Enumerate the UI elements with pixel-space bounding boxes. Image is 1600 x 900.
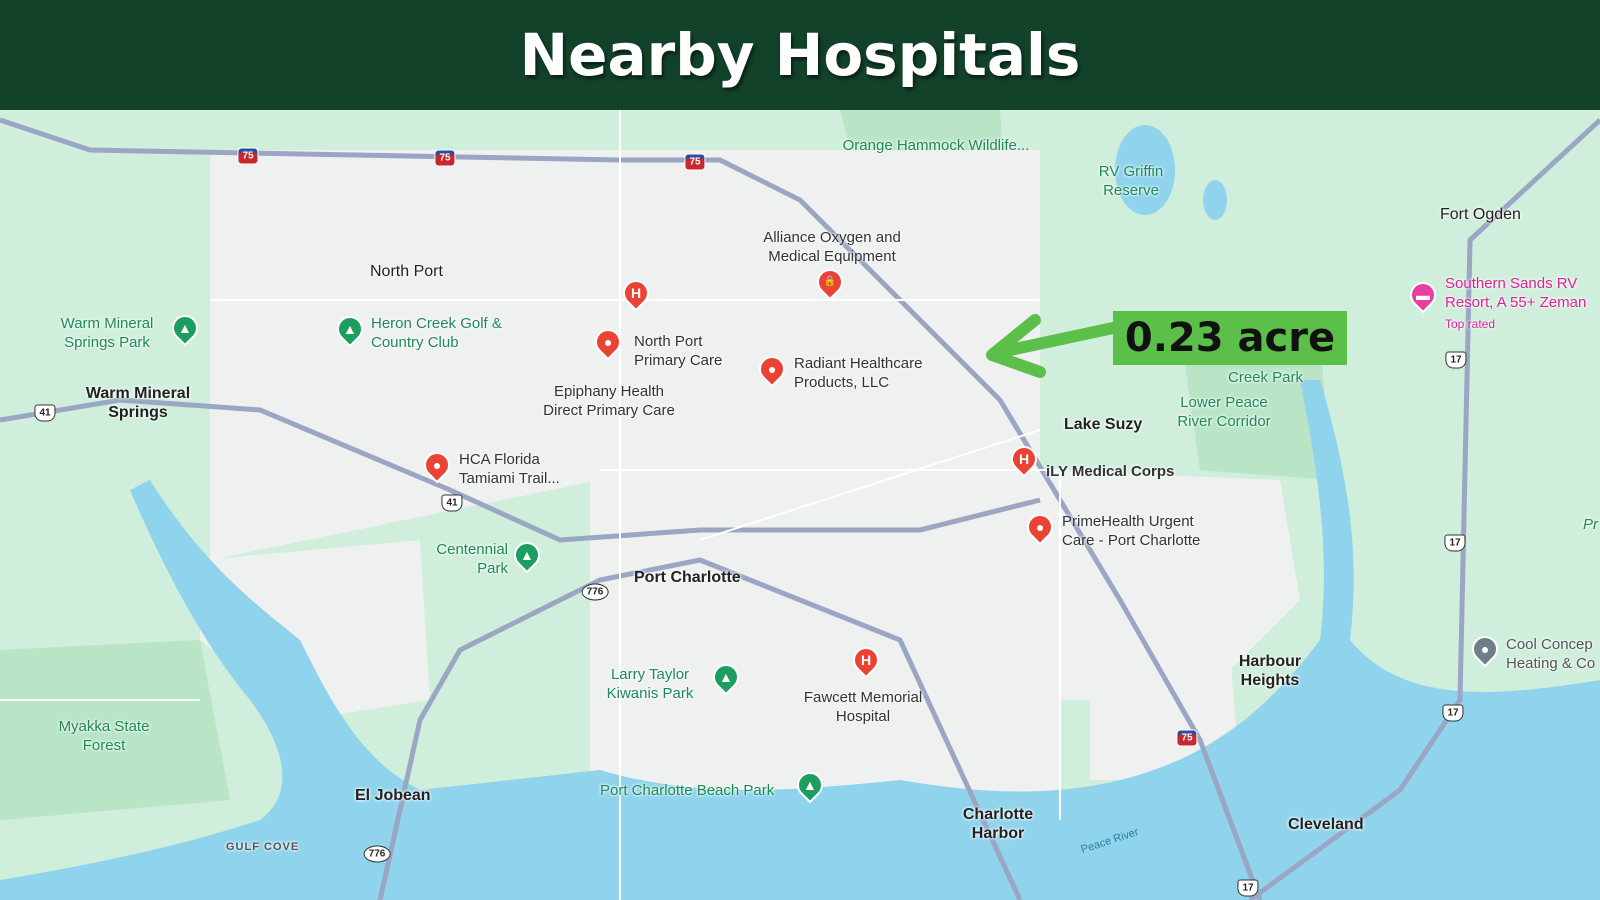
bed-glyph: ▬ xyxy=(1416,287,1430,303)
label-cool-concepts[interactable]: Cool Concep Heating & Co xyxy=(1506,636,1596,672)
label-heron-creek[interactable]: Heron Creek Golf & Country Club xyxy=(371,315,502,351)
label-fort-ogden: Fort Ogden xyxy=(1440,206,1521,223)
hospital-glyph: H xyxy=(630,285,642,301)
label-fawcett[interactable]: Fawcett Memorial Hospital xyxy=(803,689,923,725)
label-lake-suzy: Lake Suzy xyxy=(1064,416,1143,433)
urban-areas xyxy=(200,150,1300,830)
label-harbour-heights: Harbour Heights xyxy=(1238,653,1302,689)
i75-shield: 75 xyxy=(684,153,706,171)
us17-shield: 17 xyxy=(1237,879,1259,897)
label-warm-mineral-springs: Warm Mineral Springs xyxy=(85,385,191,421)
label-myakka: Myakka State Forest xyxy=(58,718,150,754)
label-alliance-oxygen[interactable]: Alliance Oxygen and Medical Equipment xyxy=(763,229,901,265)
label-ily-medical[interactable]: iLY Medical Corps xyxy=(1046,463,1175,480)
label-rv-griffin: RV Griffin Reserve xyxy=(1098,163,1164,199)
label-orange-hammock: Orange Hammock Wildlife... xyxy=(842,137,1030,154)
dot-glyph: ● xyxy=(603,334,613,350)
page-title: Nearby Hospitals xyxy=(519,21,1081,89)
hospital-glyph: H xyxy=(1018,451,1030,467)
label-beach-park[interactable]: Port Charlotte Beach Park xyxy=(600,782,775,799)
shop-glyph: 🔒 xyxy=(823,276,837,288)
us41-shield: 41 xyxy=(441,494,463,512)
golf-glyph: ▲ xyxy=(343,321,357,338)
tree-glyph: ▲ xyxy=(803,777,817,794)
label-centennial-park[interactable]: Centennial Park xyxy=(436,541,508,577)
label-el-jobean: El Jobean xyxy=(355,787,431,804)
tree-glyph: ▲ xyxy=(520,547,534,564)
water xyxy=(0,125,1600,900)
dot-glyph: ● xyxy=(1035,519,1045,535)
sr776-shield: 776 xyxy=(363,845,391,863)
dot-glyph: ● xyxy=(432,457,442,473)
label-cleveland: Cleveland xyxy=(1288,816,1364,833)
label-north-port: North Port xyxy=(370,263,443,280)
label-warm-mineral-park[interactable]: Warm Mineral Springs Park xyxy=(60,315,154,351)
label-pr: Pr xyxy=(1583,516,1598,533)
header-banner: Nearby Hospitals xyxy=(0,0,1600,110)
area-annotation-text: 0.23 acre xyxy=(1124,315,1336,361)
us41-shield: 41 xyxy=(34,404,56,422)
label-radiant-healthcare[interactable]: Radiant Healthcare Products, LLC xyxy=(794,355,923,391)
dot-glyph: ● xyxy=(767,361,777,377)
sr776-shield: 776 xyxy=(581,583,609,601)
i75-shield: 75 xyxy=(1176,729,1198,747)
tree-glyph: ▲ xyxy=(719,669,733,686)
us17-shield: 17 xyxy=(1444,534,1466,552)
label-charlotte-harbor: Charlotte Harbor xyxy=(962,806,1034,842)
label-gulf-cove: GULF COVE xyxy=(226,841,300,853)
label-epiphany-health[interactable]: Epiphany Health Direct Primary Care xyxy=(543,383,675,419)
label-lower-peace: Lower Peace River Corridor xyxy=(1177,394,1271,430)
label-southern-sands[interactable]: Southern Sands RV Resort, A 55+ Zeman xyxy=(1445,275,1587,311)
map-canvas[interactable]: Orange Hammock Wildlife... RV Griffin Re… xyxy=(0,110,1600,900)
dot-glyph: ● xyxy=(1480,641,1490,657)
label-primehealth[interactable]: PrimeHealth Urgent Care - Port Charlotte xyxy=(1062,513,1201,549)
us17-shield: 17 xyxy=(1442,704,1464,722)
hospital-glyph: H xyxy=(860,652,872,668)
label-larry-taylor[interactable]: Larry Taylor Kiwanis Park xyxy=(606,666,694,702)
highways xyxy=(0,117,1600,900)
label-hca-florida[interactable]: HCA Florida Tamiami Trail... xyxy=(459,451,560,487)
map-base xyxy=(0,110,1600,900)
label-port-charlotte: Port Charlotte xyxy=(634,569,741,586)
i75-shield: 75 xyxy=(434,149,456,167)
i75-shield: 75 xyxy=(237,147,259,165)
tree-glyph: ▲ xyxy=(178,320,192,337)
area-annotation-banner: 0.23 acre xyxy=(1113,311,1347,365)
label-north-port-primary-care[interactable]: North Port Primary Care xyxy=(634,333,723,369)
label-top-rated: Top rated xyxy=(1445,317,1496,331)
us17-shield: 17 xyxy=(1445,351,1467,369)
label-creek-park: Creek Park xyxy=(1228,369,1304,386)
